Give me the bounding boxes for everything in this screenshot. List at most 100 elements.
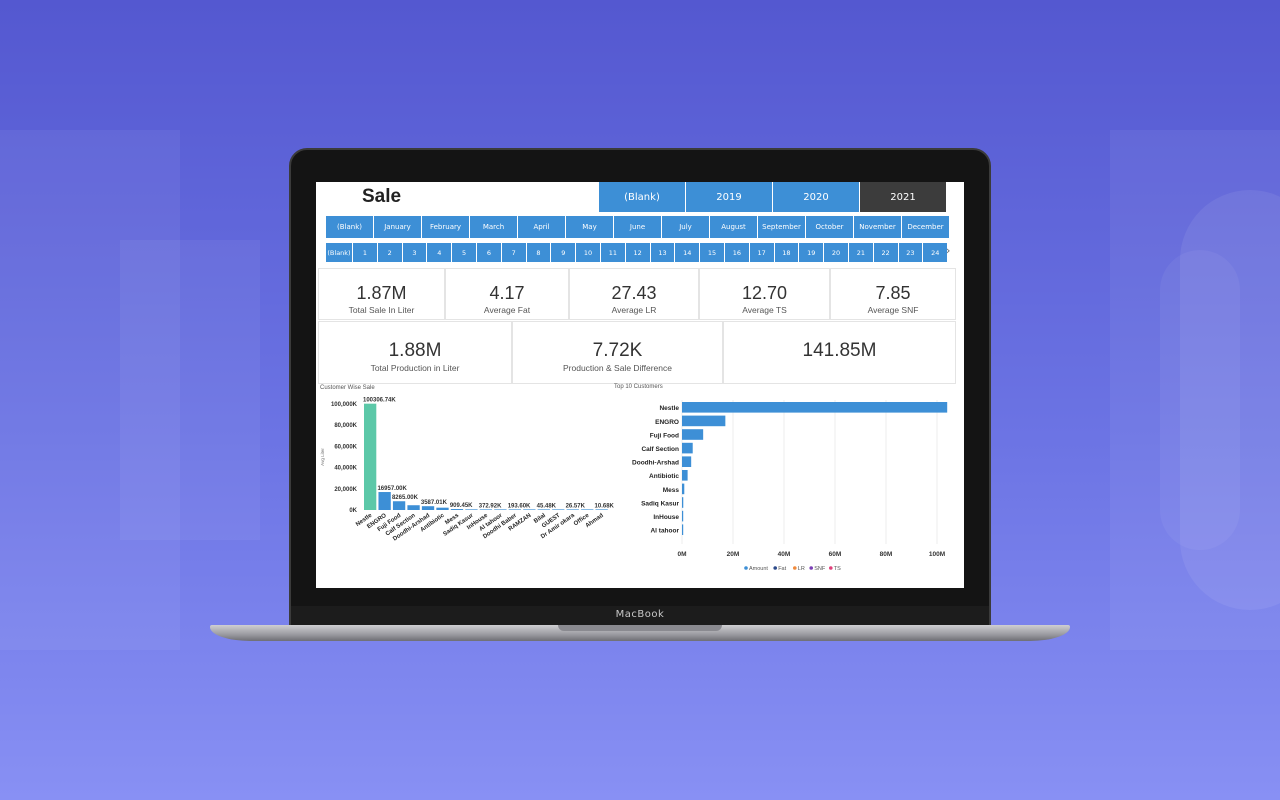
day-button-4[interactable]: 4: [427, 243, 452, 262]
day-button-7[interactable]: 7: [501, 243, 526, 262]
month-button-february[interactable]: February: [422, 216, 469, 238]
day-button-13[interactable]: 13: [650, 243, 675, 262]
year-button-2021[interactable]: 2021: [860, 182, 946, 212]
day-button-blank[interactable]: (Blank): [326, 243, 352, 262]
data-label: 3587.01K: [421, 500, 448, 506]
data-label: 909.45K: [450, 503, 473, 509]
bar: [378, 492, 391, 510]
day-button-18[interactable]: 18: [774, 243, 799, 262]
kpi-label: Average TS: [742, 305, 787, 315]
bar: [407, 505, 420, 510]
day-button-1[interactable]: 1: [353, 243, 377, 262]
y-tick-label: Mess: [663, 487, 680, 494]
month-button-january[interactable]: January: [374, 216, 421, 238]
day-button-19[interactable]: 19: [799, 243, 824, 262]
chart-title-top-10-customers: Top 10 Customers: [614, 384, 663, 390]
day-button-23[interactable]: 23: [898, 243, 923, 262]
bar: [537, 509, 550, 510]
month-button-september[interactable]: September: [758, 216, 805, 238]
y-tick-label: Doodhi-Arshad: [632, 460, 679, 467]
x-tick-label: 20M: [727, 551, 740, 558]
data-label: 45.48K: [537, 503, 557, 509]
year-button-2020[interactable]: 2020: [773, 182, 859, 212]
kpi-label: Average Fat: [483, 305, 531, 315]
day-button-21[interactable]: 21: [848, 243, 873, 262]
legend-label: TS: [834, 566, 841, 572]
day-button-14[interactable]: 14: [675, 243, 700, 262]
day-button-6[interactable]: 6: [476, 243, 501, 262]
kpi-value: 7.72K: [592, 340, 643, 361]
day-button-2[interactable]: 2: [377, 243, 402, 262]
bar: [465, 509, 478, 510]
month-button-october[interactable]: October: [806, 216, 853, 238]
bar: [421, 506, 435, 510]
month-button-april[interactable]: April: [518, 216, 565, 238]
month-button-august[interactable]: August: [710, 216, 757, 238]
laptop-notch: [558, 625, 722, 631]
month-button-march[interactable]: March: [470, 216, 517, 238]
day-button-15[interactable]: 15: [700, 243, 724, 262]
chart-title-customer-wise-sale: Customer Wise Sale: [320, 385, 375, 391]
x-tick-label: 0M: [677, 551, 686, 558]
bar: [682, 442, 693, 454]
data-label: 372.92K: [479, 503, 502, 509]
bar: [364, 403, 377, 510]
bar: [595, 509, 608, 510]
top-10-customers-chart: 0M 20M 40M 60M 80M 100M Nestle ENGRO Fuji Food Ca…: [632, 400, 948, 572]
bar: [682, 470, 688, 481]
y-tick-label: 20,000K: [334, 487, 357, 493]
day-button-12[interactable]: 12: [625, 243, 650, 262]
bar: [682, 429, 704, 440]
month-button-may[interactable]: May: [566, 216, 613, 238]
bar: [682, 483, 685, 495]
day-button-9[interactable]: 9: [551, 243, 576, 262]
kpi-total-production: 1.88M Total Production in Liter: [318, 321, 512, 384]
data-label: 100306.74K: [363, 398, 396, 404]
legend-marker: [793, 566, 797, 570]
day-button-20[interactable]: 20: [824, 243, 848, 262]
day-button-22[interactable]: 22: [873, 243, 898, 262]
bar: [479, 509, 493, 510]
month-button-june[interactable]: June: [614, 216, 661, 238]
kpi-label: Average LR: [611, 305, 657, 315]
legend-label: LR: [798, 566, 805, 572]
bar: [566, 509, 579, 510]
legend-marker: [773, 566, 777, 570]
year-button-blank[interactable]: (Blank): [599, 182, 685, 212]
legend-label: Amount: [749, 566, 768, 572]
kpi-value: 7.85: [875, 283, 911, 303]
y-tick-label: Sadiq Kasur: [641, 500, 679, 507]
kpi-total-sale: 1.87M Total Sale In Liter: [318, 268, 445, 320]
month-button-december[interactable]: December: [902, 216, 949, 238]
legend-marker: [829, 566, 833, 570]
x-tick-label: 100M: [929, 551, 945, 558]
month-button-november[interactable]: November: [854, 216, 901, 238]
month-button-july[interactable]: July: [662, 216, 709, 238]
day-button-10[interactable]: 10: [576, 243, 600, 262]
kpi-production-sale-difference: 7.72K Production & Sale Difference: [512, 321, 723, 384]
month-button-blank[interactable]: (Blank): [326, 216, 373, 238]
data-label: 10.68K: [595, 503, 615, 509]
day-button-5[interactable]: 5: [452, 243, 476, 262]
day-button-3[interactable]: 3: [402, 243, 427, 262]
day-button-17[interactable]: 17: [749, 243, 774, 262]
legend-marker: [809, 566, 813, 570]
bar: [682, 510, 684, 522]
day-button-8[interactable]: 8: [526, 243, 551, 262]
bg-wave: [1160, 250, 1240, 550]
day-button-11[interactable]: 11: [600, 243, 625, 262]
legend-label: Fat: [778, 566, 786, 572]
kpi-value: 27.43: [611, 283, 657, 303]
day-button-16[interactable]: 16: [724, 243, 749, 262]
bar: [523, 509, 536, 510]
kpi-value: 141.85M: [802, 340, 877, 361]
year-slicer: (Blank) 2019 2020 2021: [599, 182, 947, 212]
day-button-24[interactable]: 24: [923, 243, 948, 262]
year-button-2019[interactable]: 2019: [686, 182, 772, 212]
chevron-right-icon[interactable]: ›: [946, 244, 951, 257]
kpi-value: 1.87M: [356, 283, 407, 303]
bg-block: [1110, 130, 1280, 650]
kpi-label: Total Sale In Liter: [348, 305, 415, 315]
kpi-value: 12.70: [741, 283, 788, 303]
bar: [682, 456, 692, 468]
